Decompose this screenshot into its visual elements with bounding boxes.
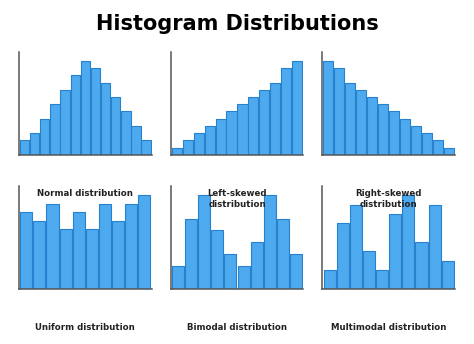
Bar xyxy=(400,119,410,155)
Bar xyxy=(323,270,336,289)
Bar xyxy=(185,218,197,289)
Bar xyxy=(367,97,377,155)
Bar xyxy=(111,97,120,155)
Bar xyxy=(172,148,182,155)
Bar xyxy=(112,221,124,289)
Bar xyxy=(389,111,399,155)
Bar xyxy=(416,242,428,289)
Bar xyxy=(60,229,72,289)
Bar xyxy=(376,270,388,289)
Bar xyxy=(444,148,454,155)
Bar xyxy=(237,266,250,289)
Bar xyxy=(60,90,70,155)
Bar xyxy=(50,104,60,155)
Text: Uniform distribution: Uniform distribution xyxy=(36,323,135,332)
Text: Histogram Distributions: Histogram Distributions xyxy=(96,14,378,34)
Bar xyxy=(248,97,258,155)
Bar xyxy=(20,212,32,289)
Bar xyxy=(259,90,269,155)
Bar xyxy=(101,83,110,155)
Bar xyxy=(224,254,237,289)
Bar xyxy=(99,204,111,289)
Bar xyxy=(125,204,137,289)
Bar xyxy=(81,61,90,155)
Bar xyxy=(227,111,237,155)
Bar xyxy=(237,104,247,155)
Bar xyxy=(131,126,141,155)
Bar xyxy=(91,68,100,155)
Bar xyxy=(442,261,454,289)
Bar xyxy=(46,204,58,289)
Bar xyxy=(350,205,362,289)
Bar xyxy=(73,212,85,289)
Bar xyxy=(138,195,151,289)
Bar xyxy=(323,61,333,155)
Bar xyxy=(205,126,215,155)
Text: Multimodal distribution: Multimodal distribution xyxy=(331,323,447,332)
Bar xyxy=(182,140,193,155)
Bar xyxy=(290,254,302,289)
Bar xyxy=(193,133,204,155)
Text: Left-skewed
distribution: Left-skewed distribution xyxy=(207,189,267,208)
Bar xyxy=(211,230,223,289)
Text: Normal distribution: Normal distribution xyxy=(37,189,133,198)
Bar xyxy=(251,242,263,289)
Bar xyxy=(121,111,130,155)
Bar xyxy=(198,195,210,289)
Bar xyxy=(337,223,349,289)
Bar xyxy=(422,133,432,155)
Bar xyxy=(30,133,39,155)
Bar xyxy=(141,140,151,155)
Bar xyxy=(86,229,98,289)
Bar xyxy=(20,140,29,155)
Bar xyxy=(389,214,401,289)
Bar xyxy=(277,218,289,289)
Bar xyxy=(292,61,302,155)
Bar xyxy=(40,119,49,155)
Bar xyxy=(378,104,388,155)
Text: Right-skewed
distribution: Right-skewed distribution xyxy=(356,189,422,208)
Bar xyxy=(281,68,292,155)
Bar xyxy=(411,126,421,155)
Bar xyxy=(71,75,80,155)
Bar xyxy=(356,90,366,155)
Bar xyxy=(345,83,356,155)
Bar xyxy=(172,266,184,289)
Bar xyxy=(264,195,276,289)
Bar xyxy=(270,83,281,155)
Bar xyxy=(433,140,443,155)
Bar xyxy=(428,205,441,289)
Bar xyxy=(402,195,414,289)
Bar xyxy=(33,221,46,289)
Bar xyxy=(363,251,375,289)
Bar xyxy=(216,119,226,155)
Bar xyxy=(334,68,345,155)
Text: Bimodal distribution: Bimodal distribution xyxy=(187,323,287,332)
